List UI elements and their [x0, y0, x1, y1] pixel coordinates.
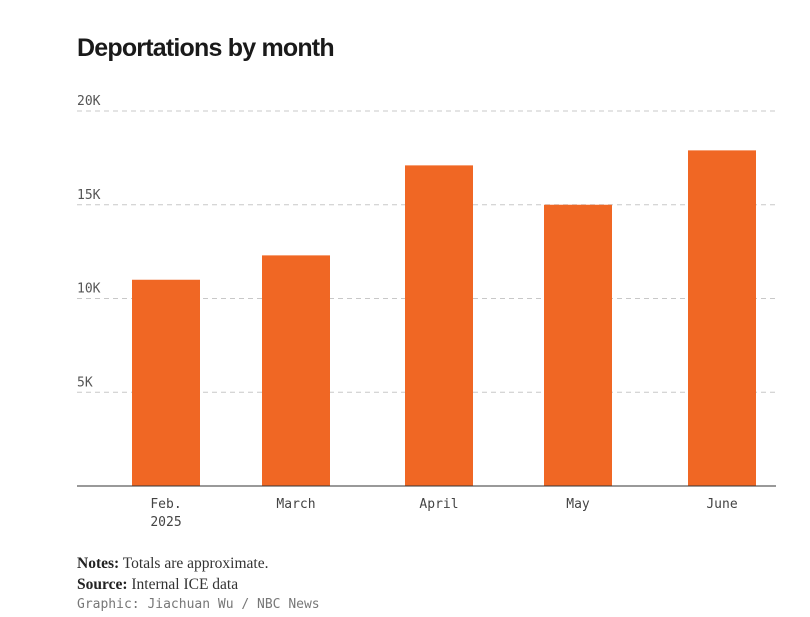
chart-notes: Notes: Totals are approximate. Source: I… — [77, 553, 268, 595]
y-tick-label: 15K — [77, 188, 101, 203]
bar-chart: 5K 10K 15K 20K Feb. 2025 March April May June — [77, 94, 776, 530]
notes-line: Notes: Totals are approximate. — [77, 553, 268, 574]
source-line: Source: Internal ICE data — [77, 574, 268, 595]
x-axis-ticks: Feb. 2025 March April May June — [150, 497, 737, 530]
notes-label: Notes: — [77, 555, 120, 572]
notes-text: Totals are approximate. — [122, 555, 269, 572]
bars — [132, 150, 756, 486]
y-tick-label: 10K — [77, 282, 101, 297]
bar — [405, 165, 473, 486]
y-axis-ticks: 5K 10K 15K 20K — [77, 94, 101, 390]
chart-title: Deportations by month — [77, 34, 335, 62]
y-tick-label: 20K — [77, 94, 101, 109]
x-tick-label: June — [706, 497, 737, 512]
x-tick-label: Feb. 2025 — [150, 497, 181, 530]
x-tick-label: March — [276, 497, 315, 512]
source-label: Source: — [77, 576, 128, 593]
y-tick-label: 5K — [77, 375, 93, 390]
x-tick-label: May — [566, 497, 590, 512]
x-tick-label: April — [419, 497, 458, 512]
bar — [688, 150, 756, 486]
bar — [262, 255, 330, 486]
bar — [132, 279, 200, 486]
bar — [544, 204, 612, 486]
source-text: Internal ICE data — [131, 576, 239, 593]
graphic-credit: Graphic: Jiachuan Wu / NBC News — [77, 597, 320, 612]
